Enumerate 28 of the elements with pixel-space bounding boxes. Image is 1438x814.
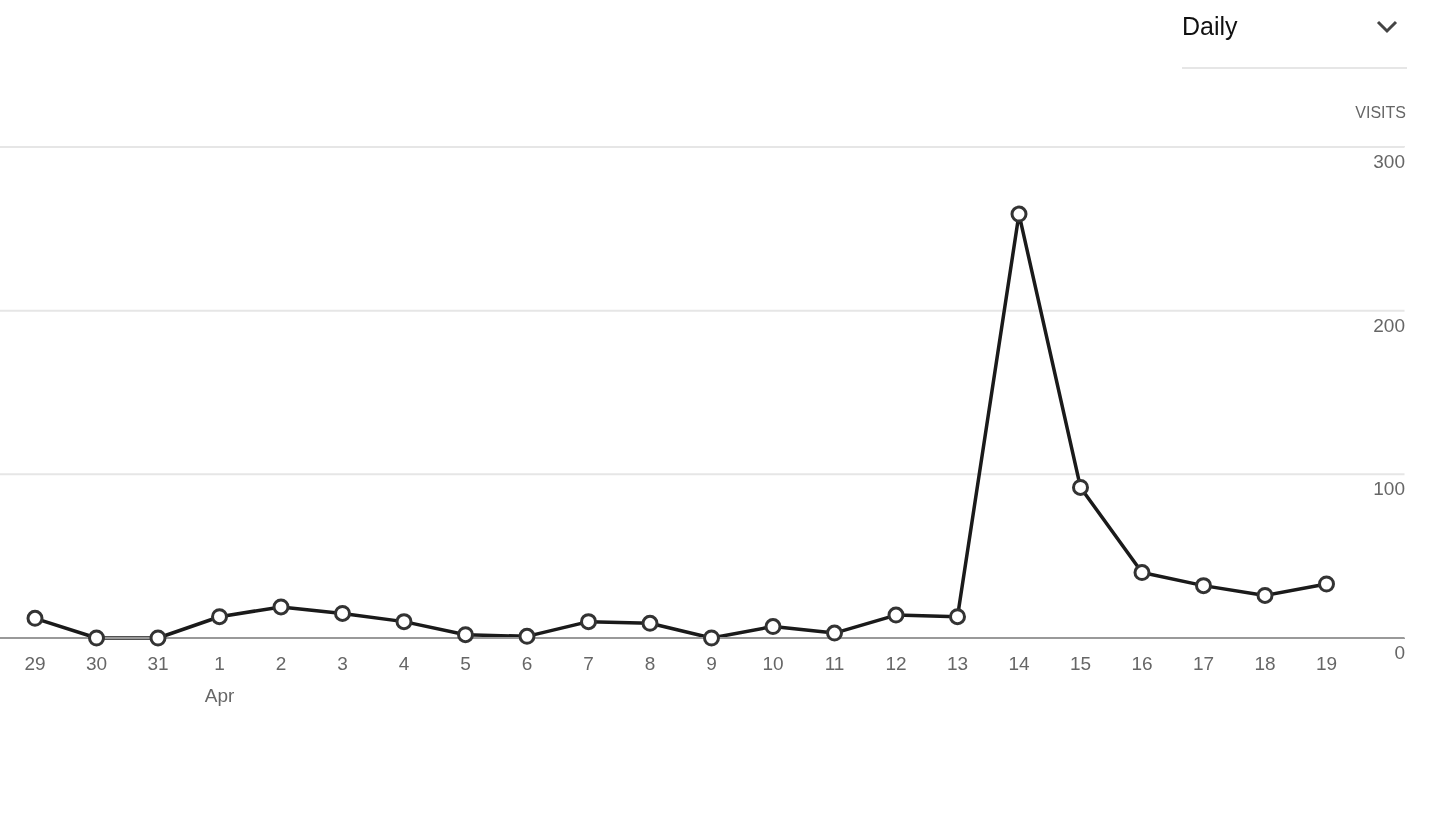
x-tick-label: 8 <box>644 653 656 674</box>
y-tick-label: 100 <box>1373 478 1405 500</box>
y-tick-label: 200 <box>1373 314 1405 336</box>
x-tick-label: 15 <box>1069 653 1092 674</box>
x-tick-label: 9 <box>706 653 717 674</box>
x-tick-label: 1 Apr <box>204 653 235 706</box>
y-axis-title: VISITS <box>1355 104 1406 122</box>
y-tick-label: 0 <box>1394 642 1405 663</box>
x-tick-label: 14 <box>1008 653 1030 674</box>
x-tick-label: 10 <box>762 653 784 674</box>
chart-subtitle: Daily <box>1182 12 1238 41</box>
x-tick-label: 19 <box>1315 653 1338 674</box>
x-tick-label: 12 <box>885 653 907 674</box>
x-tick-label: 17 <box>1192 653 1215 674</box>
x-tick-label: 4 <box>398 653 410 674</box>
x-tick-label: 13 <box>946 653 969 674</box>
x-tick-label: 18 <box>1254 653 1276 674</box>
x-tick-label: 31 <box>147 653 169 674</box>
x-tick-label: 3 <box>337 653 348 674</box>
x-tick-label: 2 <box>275 653 287 674</box>
x-tick-label: 30 <box>85 653 108 674</box>
x-tick-label: 16 <box>1131 653 1153 674</box>
x-tick-label: 11 <box>824 653 845 674</box>
x-tick-label: 5 <box>460 653 471 674</box>
x-tick-label: 7 <box>583 653 594 674</box>
y-tick-label: 300 <box>1373 151 1405 172</box>
x-tick-label: 29 <box>24 653 46 674</box>
x-tick-label: 6 <box>521 653 533 674</box>
